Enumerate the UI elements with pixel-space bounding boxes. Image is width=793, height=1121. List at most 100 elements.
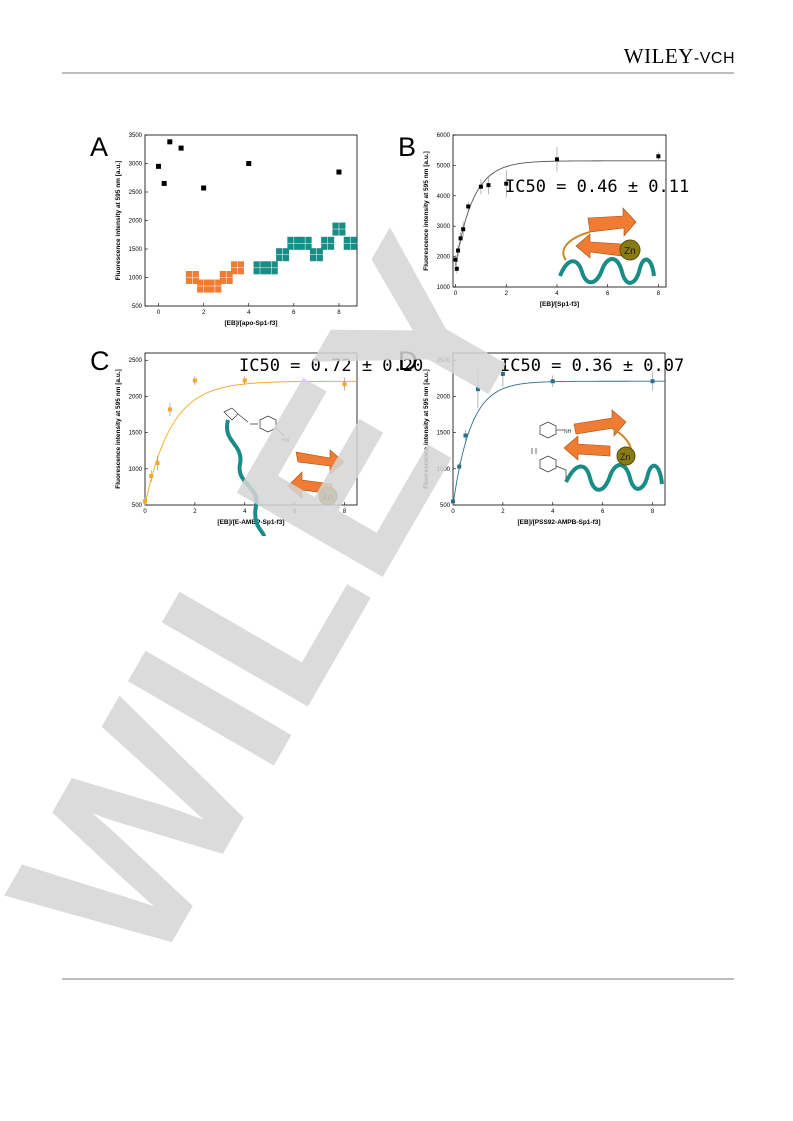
panel-letter-a: A: [90, 132, 108, 162]
x-tick-label: 6: [292, 310, 296, 316]
protein-illustration-b: Zn: [558, 207, 656, 285]
y-tick-label: 4000: [437, 194, 451, 200]
x-tick-label: 2: [501, 509, 505, 515]
data-point: [167, 139, 173, 145]
ic50-label-d: IC50 = 0.36 ± 0.07: [500, 356, 684, 376]
panel-c: C 0 2 4 6 8 500 1000 1500 2000 2500 [EB]/[E-AMBP-S…: [90, 346, 423, 541]
data-point: [656, 154, 661, 159]
plot-frame: [452, 352, 666, 506]
data-point: [550, 379, 555, 384]
x-tick-label: 4: [247, 310, 251, 316]
data-point: [463, 433, 468, 438]
panel-a: A 0 2 4 6 8 500 1000 1500 2000 2500 3000 3500 [EB]/[…: [90, 128, 370, 328]
data-point: [456, 248, 461, 253]
data-point: [143, 499, 147, 504]
y-tick-label: 500: [132, 304, 143, 310]
data-point: [466, 204, 471, 209]
data-point: [554, 157, 559, 162]
fit-curve: [452, 380, 665, 506]
data-point: [500, 371, 505, 376]
y-tick-label: 1000: [129, 467, 143, 473]
y-tick-label: 2500: [129, 358, 143, 364]
ic50-label-b: IC50 = 0.46 ± 0.11: [505, 177, 689, 197]
footer-rule: [62, 978, 734, 980]
y-tick-label: 6000: [437, 133, 451, 139]
data-point: [342, 382, 347, 387]
x-axis-label: [EB]/[apo-Sp1-f3]: [224, 320, 277, 327]
data-point: [192, 378, 197, 383]
data-point: [451, 499, 455, 504]
y-tick-label: 3000: [437, 224, 451, 230]
y-axis-label: Fluorescence intensity at 595 nm [a.u.]: [115, 369, 122, 489]
data-point: [156, 163, 162, 169]
panel-letter-c: C: [90, 346, 110, 376]
fit-curve: [455, 160, 666, 266]
data-point: [246, 161, 252, 166]
y-tick-label: 500: [440, 503, 451, 509]
data-point: [336, 169, 342, 175]
y-tick-label: 1000: [437, 467, 451, 473]
x-tick-label: 8: [657, 291, 661, 297]
fit-curve: [144, 380, 357, 506]
x-tick-label: 0: [451, 509, 455, 515]
data-point: [155, 461, 160, 466]
y-tick-label: 3500: [129, 133, 143, 139]
data-point: [504, 181, 509, 186]
panel-d: D 0 2 4 6 8 500 1000 1500 2000 2500 [EB]/[PSS92-AM…: [398, 346, 688, 541]
x-tick-label: 4: [555, 291, 559, 297]
x-tick-label: 0: [143, 509, 147, 515]
svg-text:Zn: Zn: [624, 246, 636, 257]
x-tick-label: 8: [343, 509, 347, 515]
x-tick-label: 6: [606, 291, 610, 297]
x-tick-label: 2: [505, 291, 509, 297]
x-tick-label: 4: [551, 509, 555, 515]
y-tick-label: 3000: [129, 162, 143, 168]
svg-text:Zn: Zn: [620, 452, 631, 462]
y-tick-label: 1000: [129, 276, 143, 282]
x-axis-label: [EB]/[Sp1-f3]: [540, 301, 579, 308]
data-point: [178, 145, 184, 151]
x-tick-label: 2: [202, 310, 206, 316]
molecule-illustration-d: NH Zn: [531, 409, 664, 492]
ic50-label-c: IC50 = 0.72 ± 0.20: [239, 356, 423, 376]
y-tick-label: 2500: [129, 190, 143, 196]
x-tick-label: 8: [337, 310, 341, 316]
data-point: [242, 378, 247, 383]
data-point: [161, 180, 167, 186]
y-axis-label: Fluorescence intensity at 595 nm [a.u.]: [423, 151, 430, 271]
plot-frame: [144, 352, 358, 506]
chart-d: D 0 2 4 6 8 500 1000 1500 2000 2500 [EB]/[PSS92-AM…: [398, 346, 684, 526]
publisher-suffix: -VCH: [693, 50, 735, 67]
y-tick-label: 2000: [437, 255, 451, 261]
y-tick-label: 2500: [437, 358, 451, 364]
y-tick-label: 1500: [437, 431, 451, 437]
x-tick-label: 4: [243, 509, 247, 515]
data-point: [453, 257, 458, 262]
panel-b: B 0 2 4 6 8 1000 2000 3000 4000 5000 6000 [EB]/[Sp1…: [398, 128, 689, 328]
data-point: [650, 379, 655, 384]
data-point: [475, 387, 480, 392]
x-tick-label: 8: [651, 509, 655, 515]
y-tick-label: 1500: [129, 431, 143, 437]
y-tick-label: 500: [132, 503, 143, 509]
y-tick-label: 2000: [129, 219, 143, 225]
x-axis-label: [EB]/[PSS92-AMPB-Sp1-f3]: [517, 519, 600, 526]
publisher-logo: WILEY-VCH: [624, 44, 735, 69]
svg-text:NH: NH: [564, 429, 572, 435]
chart-b: B 0 2 4 6 8 1000 2000 3000 4000 5000 6000 [EB]/[Sp1…: [398, 132, 689, 308]
y-tick-label: 1500: [129, 247, 143, 253]
panel-letter-d: D: [398, 346, 418, 376]
y-tick-label: 2000: [129, 394, 143, 400]
y-tick-label: 2000: [437, 394, 451, 400]
x-tick-label: 0: [454, 291, 458, 297]
plot-frame: [452, 134, 667, 288]
header-rule: [62, 72, 734, 74]
data-point: [486, 183, 491, 188]
data-point: [478, 184, 483, 189]
data-point: [167, 407, 172, 412]
plot-frame: [144, 134, 358, 307]
x-tick-label: 2: [193, 509, 197, 515]
publisher-name: WILEY: [623, 44, 694, 68]
chart-a: A 0 2 4 6 8 500 1000 1500 2000 2500 3000 3500 [EB]/[…: [90, 132, 358, 327]
panel-letter-b: B: [398, 132, 416, 162]
